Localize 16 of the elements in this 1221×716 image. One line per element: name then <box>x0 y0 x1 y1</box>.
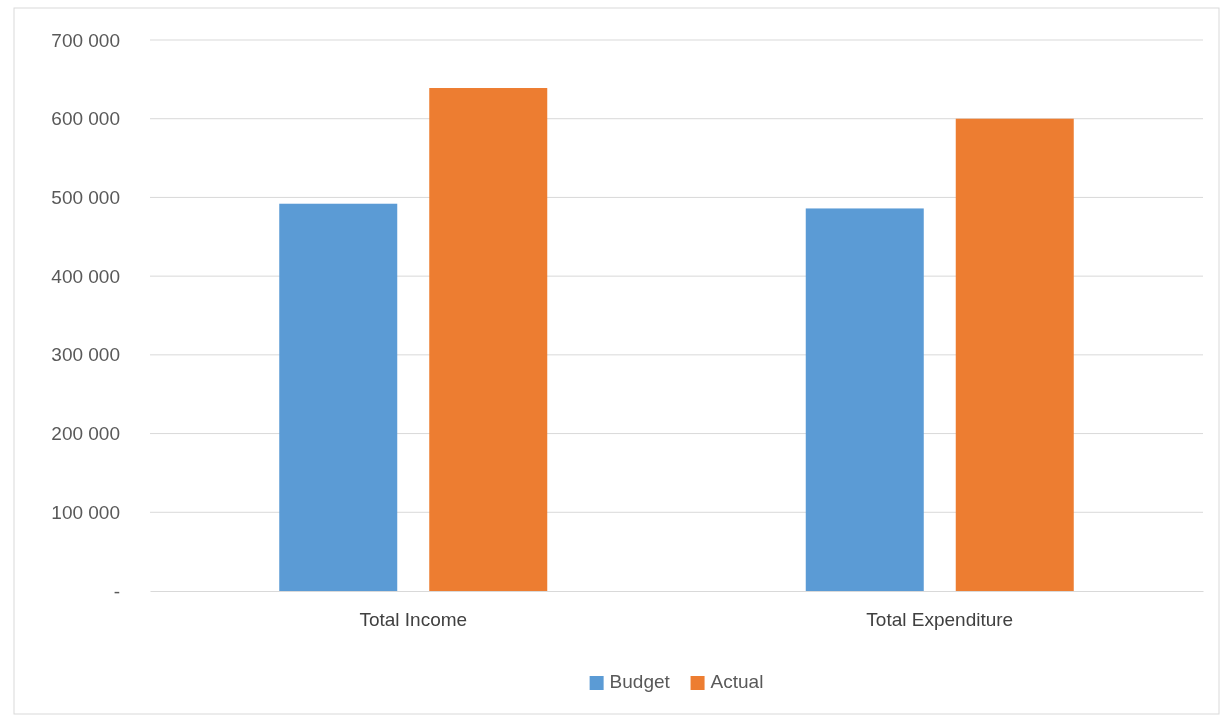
y-tick-label: 600 000 <box>51 108 120 130</box>
x-tick-label: Total Income <box>359 609 468 631</box>
y-tick-label: 200 000 <box>51 423 120 445</box>
x-tick-label: Total Expenditure <box>866 609 1014 631</box>
y-tick-label: 300 000 <box>51 344 120 366</box>
bar <box>279 203 398 591</box>
bar <box>429 88 548 591</box>
y-tick-label: 100 000 <box>51 501 120 523</box>
y-tick-label: 400 000 <box>51 265 120 287</box>
y-tick-label: - <box>113 580 120 602</box>
y-tick-label: 500 000 <box>51 187 120 209</box>
bar <box>805 208 924 591</box>
legend-label: Actual <box>710 671 764 692</box>
legend-label: Budget <box>609 671 671 692</box>
bar <box>955 118 1074 591</box>
y-tick-label: 700 000 <box>51 29 120 51</box>
